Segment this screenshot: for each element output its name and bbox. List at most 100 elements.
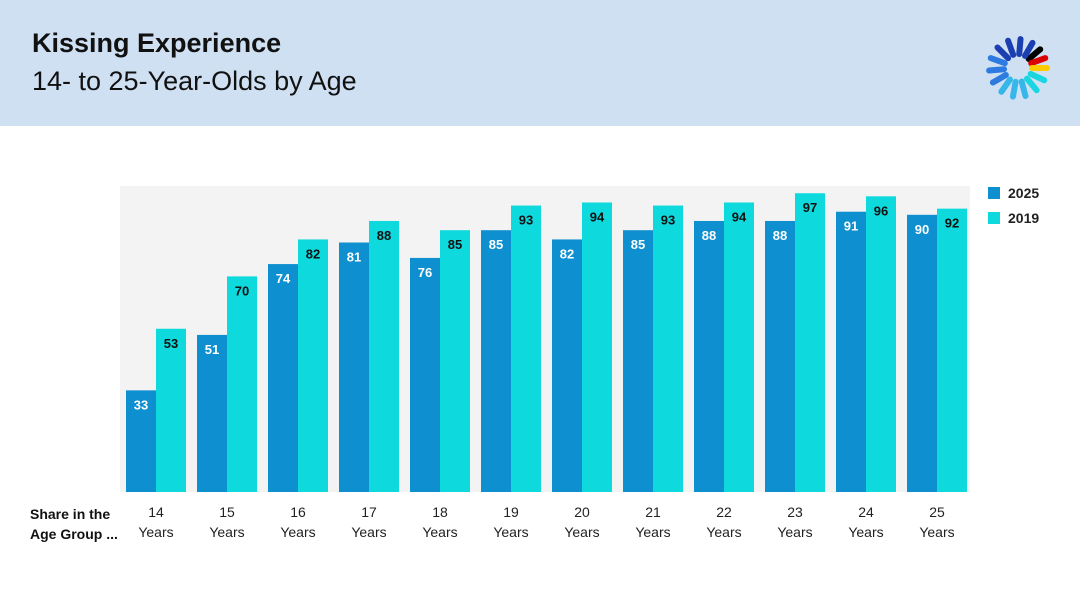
bar-2019-18 [440,230,470,492]
logo-ray-9 [986,66,1008,74]
data-label-2019-17: 88 [377,228,391,243]
logo-ray-13 [1016,36,1024,58]
row-label-line2: Age Group ... [30,526,118,542]
tick-label-14: 14 [148,504,164,520]
legend-label-2025: 2025 [1008,185,1040,201]
unit-label-line1: Data in [129,196,176,212]
sunburst-logo-icon [986,36,1050,100]
tick-label-unit-18: Years [422,524,457,540]
bar-2019-15 [227,276,257,492]
data-label-2025-14: 33 [134,397,148,412]
tick-label-20: 20 [574,504,590,520]
bar-2019-23 [795,193,825,493]
data-label-2019-15: 70 [235,283,249,298]
tick-label-unit-19: Years [493,524,528,540]
data-label-2019-21: 93 [661,213,675,228]
logo-ray-4 [1023,75,1040,94]
data-label-2019-23: 97 [803,200,817,215]
tick-label-unit-17: Years [351,524,386,540]
bar-2019-17 [369,220,399,492]
bar-2019-16 [298,239,328,492]
tick-label-15: 15 [219,504,235,520]
logo-ray-5 [1018,78,1029,100]
data-label-2025-18: 76 [418,265,432,280]
tick-label-unit-21: Years [635,524,670,540]
bar-2025-22 [694,220,724,492]
bar-2019-14 [156,328,186,492]
data-label-2019-14: 53 [164,336,178,351]
tick-label-unit-24: Years [848,524,883,540]
tick-label-unit-25: Years [919,524,954,540]
tick-label-unit-20: Years [564,524,599,540]
row-label-line1: Share in the [30,506,111,522]
data-label-2019-18: 85 [448,237,462,252]
data-label-2025-15: 51 [205,342,219,357]
logo-ray-11 [994,44,1012,62]
tick-label-22: 22 [716,504,732,520]
tick-label-unit-23: Years [777,524,812,540]
bar-2019-25 [937,208,967,492]
tick-label-unit-15: Years [209,524,244,540]
header-band: Kissing Experience 14- to 25-Year-Olds b… [0,0,1080,126]
data-label-2025-25: 90 [915,222,929,237]
data-label-2019-22: 94 [732,209,747,224]
data-label-2025-22: 88 [702,228,716,243]
tick-label-unit-22: Years [706,524,741,540]
bar-2025-16 [268,264,298,492]
data-label-2025-16: 74 [276,271,291,286]
tick-label-23: 23 [787,504,803,520]
data-label-2025-21: 85 [631,237,645,252]
bar-2025-14 [126,390,156,492]
data-label-2025-20: 82 [560,246,574,261]
logo-ray-8 [989,72,1009,86]
tick-label-24: 24 [858,504,874,520]
bar-2025-18 [410,257,440,492]
chart-subtitle: 14- to 25-Year-Olds by Age [32,66,357,96]
logo-ray-1 [1028,55,1049,67]
unit-label-line2: Percent [129,216,181,232]
logo-ray-3 [1027,70,1048,84]
bar-2019-21 [653,205,683,492]
data-label-2019-25: 92 [945,216,959,231]
tick-label-19: 19 [503,504,519,520]
unit-label: Data in Percent [129,194,180,234]
data-label-2019-16: 82 [306,246,320,261]
tick-label-18: 18 [432,504,448,520]
bar-2025-24 [836,211,866,492]
data-label-2025-19: 85 [489,237,503,252]
category-row-label: Share in the Age Group ... [30,504,118,544]
data-label-2019-20: 94 [590,209,605,224]
bar-2025-17 [339,242,369,492]
plot-area [120,186,970,492]
tick-label-16: 16 [290,504,306,520]
logo-ray-12 [1005,37,1017,58]
bar-2025-19 [481,230,511,492]
data-label-2025-17: 81 [347,250,361,265]
data-label-2019-24: 96 [874,203,888,218]
data-label-2025-24: 91 [844,219,858,234]
tick-label-unit-14: Years [138,524,173,540]
bar-2025-23 [765,220,795,492]
bar-2025-25 [907,214,937,493]
bar-2025-21 [623,230,653,492]
logo-ray-10 [987,55,1008,67]
logo-ray-0 [1025,46,1044,63]
legend-label-2019: 2019 [1008,210,1040,226]
logo-ray-7 [998,76,1013,95]
tick-label-21: 21 [645,504,661,520]
bar-2025-20 [552,239,582,492]
tick-label-25: 25 [929,504,945,520]
bar-2025-15 [197,334,227,492]
bar-2019-19 [511,205,541,492]
data-label-2019-19: 93 [519,213,533,228]
bar-2019-24 [866,196,896,492]
tick-label-17: 17 [361,504,377,520]
data-label-2025-23: 88 [773,228,787,243]
tick-label-unit-16: Years [280,524,315,540]
logo-ray-14 [1022,39,1036,59]
chart-title: Kissing Experience [32,28,282,58]
legend-swatch-2019 [988,212,1000,224]
bar-2019-20 [582,202,612,493]
legend-swatch-2025 [988,187,1000,199]
logo-ray-6 [1009,78,1019,100]
